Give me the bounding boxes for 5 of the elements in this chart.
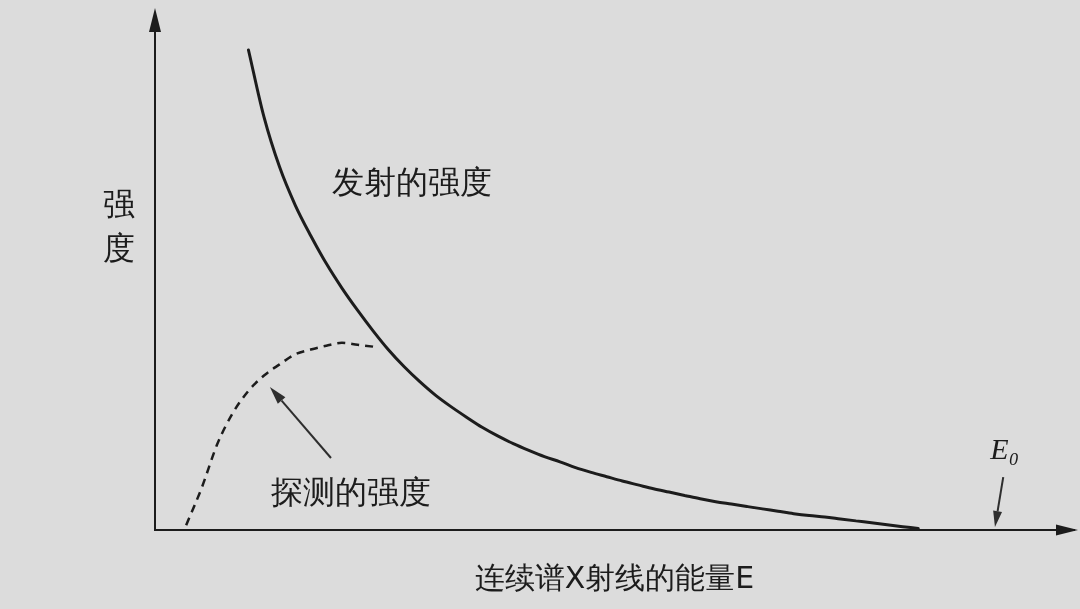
x-axis-title: 连续谱X射线的能量E <box>473 560 756 595</box>
series-label: 发射的强度 <box>332 163 493 202</box>
series-label: 探测的强度 <box>270 473 431 511</box>
annotation: E₀ <box>990 432 1020 465</box>
y-axis-title: 强度 <box>103 184 135 269</box>
